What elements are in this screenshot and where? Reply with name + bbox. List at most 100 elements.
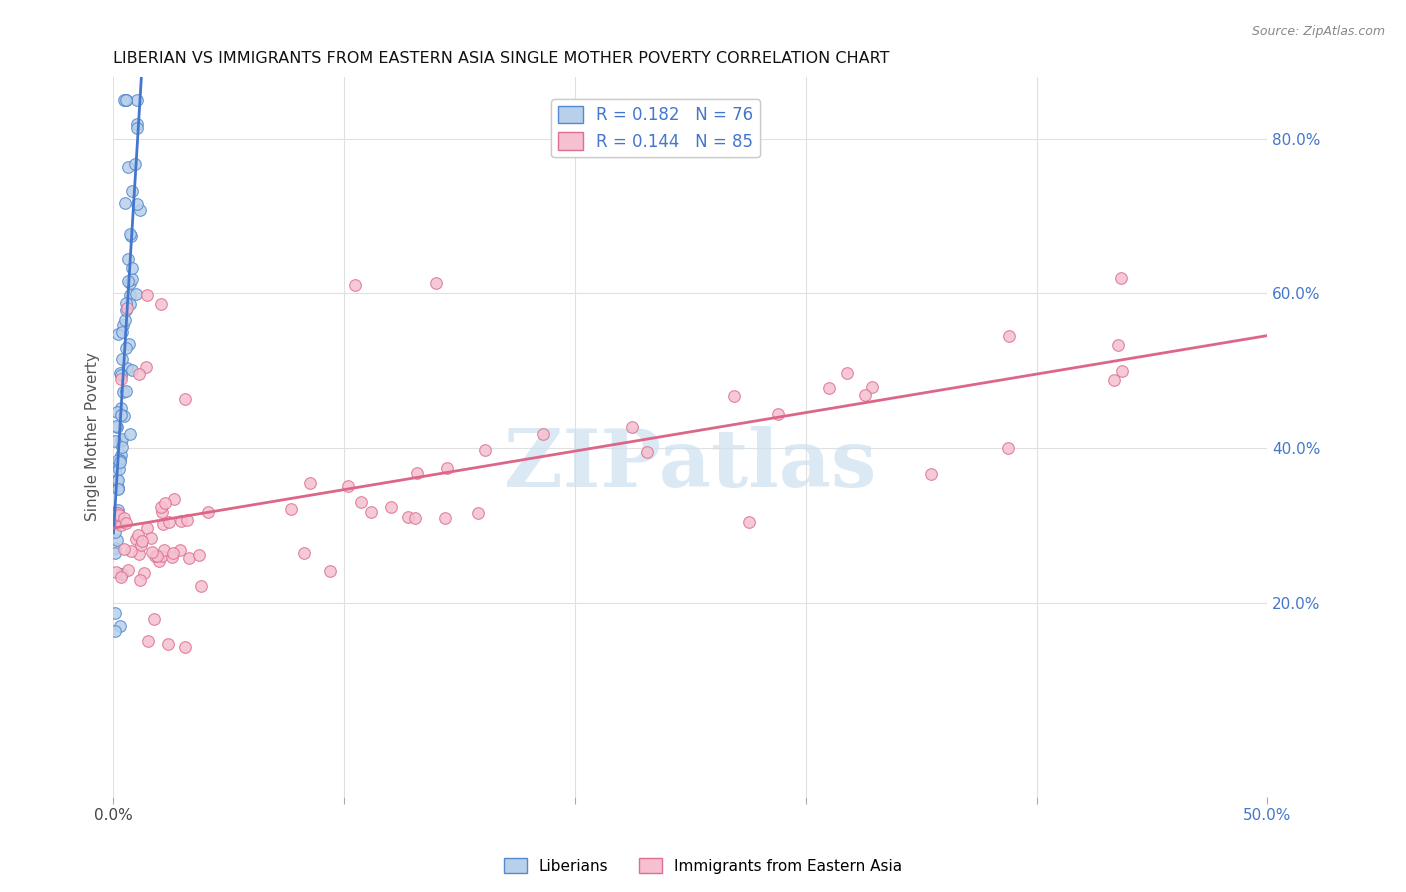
Point [104,546,127,560]
Point [835,366,858,380]
Point [111,432,134,446]
Point [860,380,883,394]
Point [108,367,131,381]
Point [127,196,149,211]
Point [114,93,136,107]
Point [343,277,366,292]
Point [111,352,134,367]
Point [294,546,316,560]
Point [124,533,146,547]
Point [131,538,153,552]
Point [111,567,134,582]
Point [117,252,139,266]
Point [169,542,191,557]
Point [128,202,150,217]
Point [107,481,129,495]
Point [118,287,141,301]
Point [150,505,173,519]
Point [163,491,186,506]
Point [120,227,142,241]
Point [197,505,219,519]
Point [404,511,426,525]
Point [104,624,127,638]
Point [1109,271,1132,285]
Point [636,445,658,459]
Point [110,407,132,421]
Point [108,508,131,522]
Point [105,533,128,548]
Point [153,496,176,510]
Point [160,549,183,564]
Point [152,516,174,531]
Point [105,420,128,434]
Point [174,640,197,654]
Point [997,441,1019,455]
Point [111,385,134,400]
Point [105,506,128,520]
Point [396,510,419,524]
Point [121,272,143,286]
Point [467,506,489,520]
Point [120,427,142,442]
Point [124,156,146,170]
Point [127,528,149,542]
Point [141,545,163,559]
Point [114,296,136,310]
Text: Source: ZipAtlas.com: Source: ZipAtlas.com [1251,25,1385,38]
Point [405,466,427,480]
Point [531,427,554,442]
Point [768,407,790,421]
Point [146,549,169,563]
Point [436,461,458,475]
Point [108,462,131,476]
Point [114,195,136,210]
Point [157,516,180,530]
Point [104,465,127,479]
Point [433,511,456,525]
Point [360,505,382,519]
Point [177,551,200,566]
Point [150,549,173,564]
Point [110,570,132,584]
Point [723,389,745,403]
Point [107,502,129,516]
Point [131,534,153,549]
Point [108,619,131,633]
Point [125,117,148,131]
Legend: R = 0.182   N = 76, R = 0.144   N = 85: R = 0.182 N = 76, R = 0.144 N = 85 [551,99,761,157]
Point [280,502,302,516]
Point [1107,337,1129,351]
Point [738,515,761,529]
Point [108,455,131,469]
Point [129,574,152,588]
Point [110,408,132,422]
Legend: Liberians, Immigrants from Eastern Asia: Liberians, Immigrants from Eastern Asia [498,852,908,880]
Point [104,541,127,555]
Point [105,515,128,529]
Point [152,542,174,557]
Point [115,93,138,107]
Point [319,564,342,578]
Point [114,312,136,326]
Point [853,387,876,401]
Point [117,274,139,288]
Point [110,368,132,383]
Point [190,578,212,592]
Point [104,515,127,529]
Point [149,500,172,514]
Point [112,93,135,107]
Point [121,261,143,276]
Point [474,442,496,457]
Point [120,228,142,243]
Point [425,277,447,291]
Point [114,384,136,398]
Point [104,434,127,448]
Point [108,452,131,467]
Point [125,120,148,135]
Point [128,547,150,561]
Point [143,612,166,626]
Point [115,516,138,530]
Point [143,549,166,563]
Point [110,401,132,415]
Point [107,483,129,497]
